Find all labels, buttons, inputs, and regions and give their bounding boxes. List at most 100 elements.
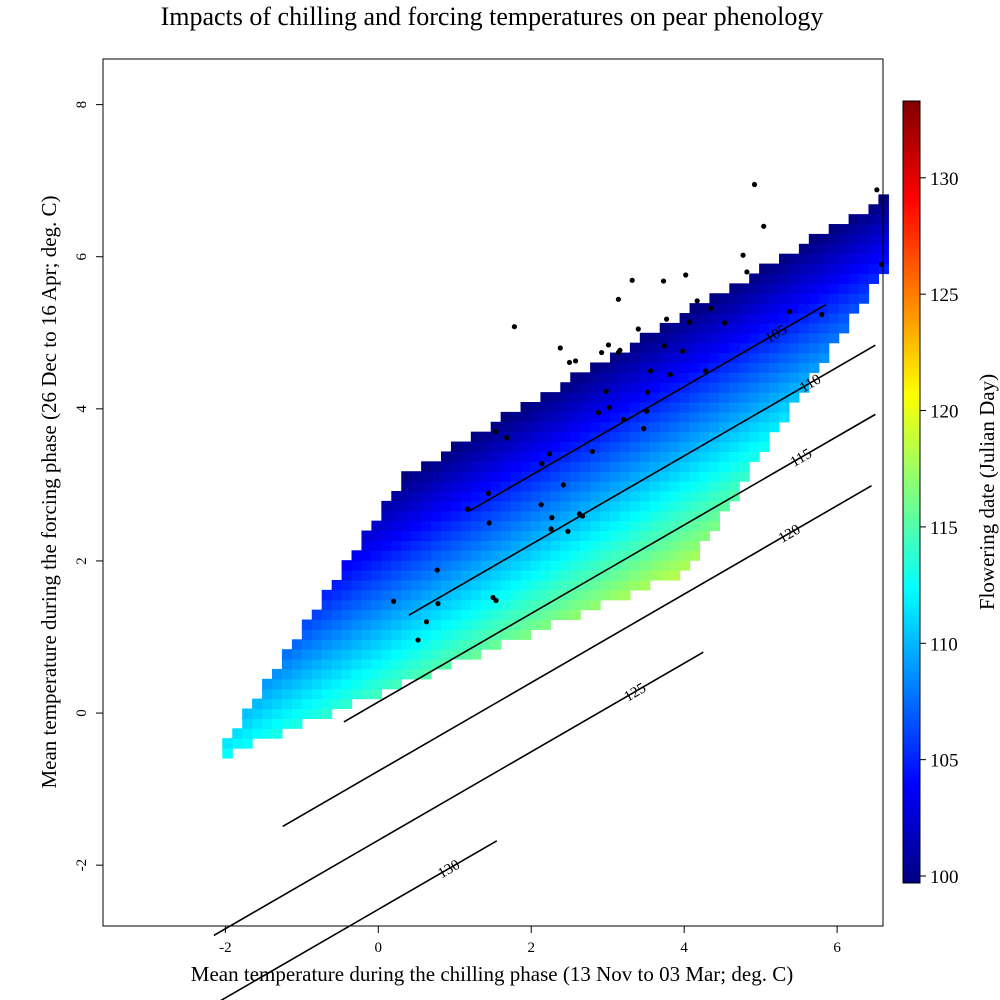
heat-cell [421,649,432,660]
contour-line-125 [213,651,704,937]
heat-cell [580,599,591,611]
heat-cell [262,728,273,739]
heat-cell [351,599,363,611]
heat-cell [411,490,422,502]
heat-cell [450,471,462,482]
heat-cell [699,402,711,413]
heat-cell [441,481,452,492]
heat-cell [311,688,323,700]
heat-cell [540,560,551,571]
heat-cell [530,579,542,591]
heat-cell [590,540,601,551]
heat-cell [808,263,820,275]
heat-cell [649,392,661,403]
heat-cell [788,352,800,364]
heat-cell [769,402,780,413]
heat-cell [361,579,373,591]
heat-cell [709,382,720,393]
heat-cell [669,490,681,502]
heat-cell [629,402,641,413]
heat-cell [759,332,770,344]
heat-cell [540,471,551,482]
heat-cell [480,560,492,571]
heat-cell [639,382,651,393]
data-point [660,278,667,284]
heat-cell [550,609,561,621]
heat-cell [709,352,720,364]
heat-cell [649,540,661,551]
heat-cell [659,481,671,492]
heat-cell [858,243,870,255]
colorbar-ticks: 100 105 110 115 120 125 130 [920,169,959,888]
heat-cell [520,411,532,423]
heat-cell [610,510,621,522]
heat-cell [540,520,551,532]
heat-cell [818,342,830,354]
heat-cell [560,599,571,611]
heat-cell [739,332,750,344]
heat-cell [808,243,820,255]
heat-cell [490,421,502,433]
heat-cell [659,510,671,522]
heat-cell [649,510,661,522]
heat-cell [619,402,631,413]
heat-cell [291,708,303,719]
heat-cell [610,411,621,423]
data-point [390,598,397,604]
heat-cell [749,411,760,423]
heat-cell [560,451,571,462]
heat-cell [560,431,571,443]
heat-cell [749,332,760,344]
heat-cell [331,609,343,621]
heat-cell [610,570,621,581]
heat-cell [590,500,601,512]
heat-cell [699,530,711,542]
heat-cell [431,619,442,630]
heat-cell [610,579,621,591]
heat-cell [411,659,422,670]
heat-cell [719,352,730,364]
y-axis: -2 0 2 4 6 8 [74,101,103,871]
heat-cell [679,431,691,443]
heat-cell [401,659,412,670]
heat-cell [689,530,701,542]
heat-cell [779,293,790,304]
heat-cell [590,451,601,462]
heat-cell [699,342,711,354]
heat-cell [619,431,631,443]
heat-cell [769,352,780,364]
heat-cell [649,402,661,413]
heat-cell [500,441,512,453]
heat-cell [759,283,770,294]
heat-cell [281,649,293,660]
heat-cell [779,313,790,324]
heat-cell [401,579,412,591]
heat-cell [570,540,581,551]
heat-cell [490,431,502,443]
heat-cell [659,570,671,581]
heat-cell [490,619,502,630]
heat-cell [381,668,392,680]
heat-cell [331,698,343,710]
heat-cell [570,431,581,443]
data-point [819,311,825,318]
heat-cell [619,372,631,383]
data-point [661,343,667,349]
heat-cell [828,263,840,275]
heat-cell [570,402,581,413]
heat-cell [520,451,532,462]
contour-label-group: 130 [435,857,462,882]
heat-cell [759,273,770,284]
heat-cell [490,441,502,453]
heat-cell [818,273,830,284]
heat-cell [828,322,840,334]
heat-cell [530,560,542,571]
heat-cell [798,243,810,255]
heat-cell [590,589,601,601]
heat-cell [719,313,730,324]
data-point [751,181,758,188]
heat-cell [351,688,363,700]
heat-cell [530,540,542,551]
heat-cell [709,461,720,472]
heat-cell [421,461,432,472]
